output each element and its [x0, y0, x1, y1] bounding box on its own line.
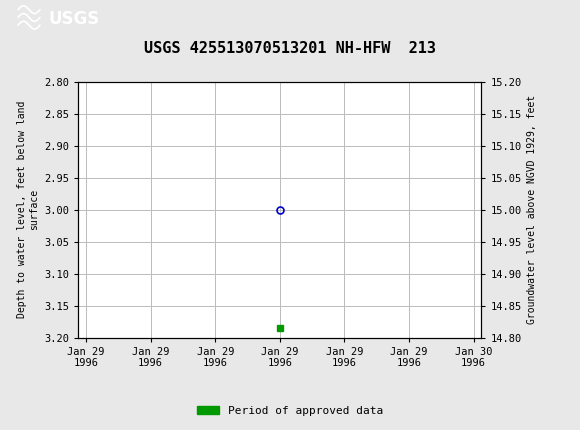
Text: USGS 425513070513201 NH-HFW  213: USGS 425513070513201 NH-HFW 213	[144, 41, 436, 56]
Y-axis label: Groundwater level above NGVD 1929, feet: Groundwater level above NGVD 1929, feet	[527, 95, 537, 324]
Y-axis label: Depth to water level, feet below land
surface: Depth to water level, feet below land su…	[17, 101, 39, 318]
Text: USGS: USGS	[48, 10, 99, 28]
Legend: Period of approved data: Period of approved data	[193, 401, 387, 420]
